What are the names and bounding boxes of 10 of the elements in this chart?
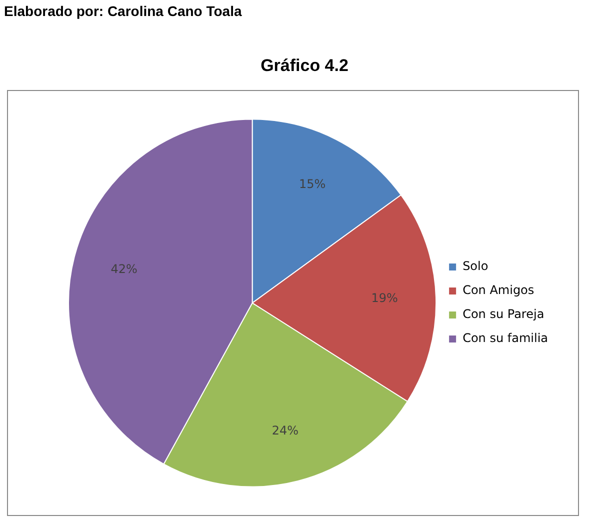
data-label: 24% [272,423,299,438]
legend-label: Con su Pareja [462,307,544,322]
data-label: 42% [110,262,138,276]
data-label: 19% [371,290,398,305]
data-label: 15% [299,177,326,192]
text: Elaborado por: Carolina Cano Toala [4,3,242,19]
legend-label: Solo [462,259,488,274]
legend-label: Con su familia [462,331,548,346]
legend-label: Con Amigos [462,283,534,298]
chart-title: Gráfico 4.2 [260,56,350,76]
